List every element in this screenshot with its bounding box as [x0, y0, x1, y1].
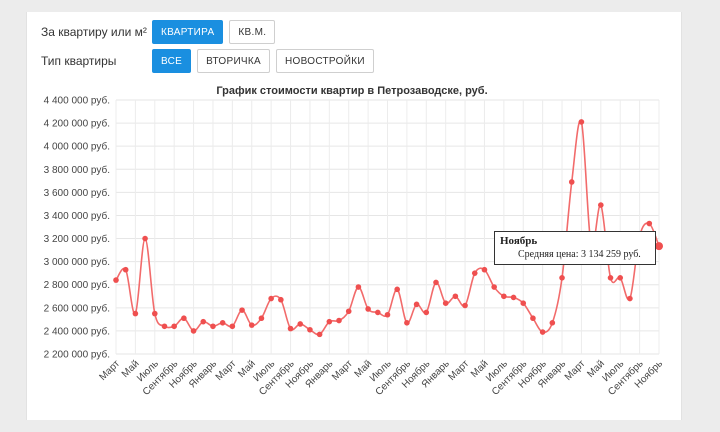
data-point[interactable] — [481, 266, 488, 273]
data-point[interactable] — [442, 300, 449, 307]
data-point[interactable] — [113, 277, 119, 283]
x-tick-label: Март — [97, 358, 122, 383]
data-point[interactable] — [239, 307, 245, 313]
x-tick-label: Март — [563, 358, 588, 383]
data-point[interactable] — [316, 331, 323, 338]
data-point[interactable] — [471, 270, 478, 276]
data-point[interactable] — [142, 235, 148, 242]
data-point[interactable] — [278, 296, 284, 303]
data-point[interactable] — [491, 284, 497, 290]
data-point[interactable] — [598, 202, 604, 208]
data-point[interactable] — [394, 286, 400, 293]
data-point[interactable] — [297, 321, 304, 327]
data-point[interactable] — [258, 315, 265, 322]
y-tick-label: 3 600 000 руб. — [44, 187, 110, 199]
data-point[interactable] — [423, 309, 430, 316]
y-tick-label: 2 600 000 руб. — [44, 302, 110, 314]
data-point[interactable] — [452, 293, 459, 300]
data-point[interactable] — [345, 308, 352, 315]
data-point[interactable] — [501, 293, 507, 300]
data-point[interactable] — [171, 323, 177, 330]
data-point[interactable] — [161, 323, 168, 330]
data-point[interactable] — [510, 294, 517, 301]
y-tick-label: 2 400 000 руб. — [44, 325, 110, 337]
data-point[interactable] — [404, 320, 410, 326]
y-tick-label: 4 000 000 руб. — [44, 141, 110, 153]
tooltip-body: Средняя цена: 3 134 259 руб. — [518, 249, 641, 260]
data-point[interactable] — [307, 326, 313, 333]
y-tick-label: 3 800 000 руб. — [44, 164, 110, 176]
data-point[interactable] — [122, 266, 129, 273]
data-point[interactable] — [365, 306, 371, 312]
y-tick-label: 3 000 000 руб. — [44, 256, 110, 268]
data-point[interactable] — [375, 309, 381, 316]
data-point[interactable] — [413, 301, 420, 308]
y-tick-label: 3 200 000 руб. — [44, 233, 110, 245]
data-point[interactable] — [190, 328, 197, 334]
data-point[interactable] — [568, 179, 575, 185]
y-tick-label: 3 400 000 руб. — [44, 210, 110, 222]
data-point[interactable] — [229, 323, 236, 330]
x-tick-label: Март — [446, 358, 471, 383]
chart-title: График стоимости квартир в Петрозаводске… — [216, 85, 487, 97]
type-filter-row: Тип квартиры ВСЕ ВТОРИЧКА НОВОСТРОЙКИ — [41, 49, 380, 73]
data-point[interactable] — [248, 322, 255, 328]
data-point[interactable] — [607, 275, 614, 281]
type-option-all-button[interactable]: ВСЕ — [152, 49, 192, 73]
tooltip-title: Ноябрь — [500, 235, 538, 247]
area-filter-label: За квартиру или м² — [41, 25, 147, 39]
data-point[interactable] — [200, 318, 207, 325]
data-point[interactable] — [617, 275, 624, 281]
x-tick-label: Март — [214, 358, 239, 383]
type-option-new-buildings-button[interactable]: НОВОСТРОЙКИ — [276, 49, 374, 73]
data-point[interactable] — [530, 315, 536, 322]
data-point[interactable] — [539, 329, 546, 335]
data-point[interactable] — [384, 311, 391, 318]
data-point[interactable] — [646, 220, 653, 227]
data-point[interactable] — [462, 302, 468, 309]
data-point[interactable] — [336, 317, 342, 324]
y-tick-label: 4 400 000 руб. — [44, 95, 110, 107]
data-point[interactable] — [181, 315, 187, 322]
data-point[interactable] — [549, 320, 556, 326]
data-tooltip: Ноябрь Средняя цена: 3 134 259 руб. — [494, 231, 656, 265]
series-line — [115, 119, 660, 336]
data-point[interactable] — [578, 119, 585, 125]
x-tick-label: Март — [330, 358, 355, 383]
data-point[interactable] — [132, 310, 139, 317]
data-point[interactable] — [433, 279, 439, 286]
data-point[interactable] — [151, 310, 158, 317]
data-point[interactable] — [210, 323, 216, 330]
data-point[interactable] — [627, 295, 633, 302]
y-tick-label: 4 200 000 руб. — [44, 118, 110, 130]
type-filter-label: Тип квартиры — [41, 54, 117, 68]
y-tick-label: 2 200 000 руб. — [44, 349, 110, 361]
area-option-sqm-button[interactable]: КВ.М. — [229, 20, 276, 44]
data-point[interactable] — [268, 295, 274, 302]
type-option-secondary-button[interactable]: ВТОРИЧКА — [197, 49, 270, 73]
data-point[interactable] — [326, 318, 333, 325]
highlighted-data-point[interactable] — [655, 242, 663, 251]
area-option-apartment-button[interactable]: КВАРТИРА — [152, 20, 224, 44]
area-filter-row: За квартиру или м² КВАРТИРА КВ.М. — [41, 20, 281, 44]
data-point[interactable] — [287, 325, 294, 332]
data-point[interactable] — [559, 275, 565, 281]
data-point[interactable] — [219, 320, 226, 326]
data-point[interactable] — [520, 300, 527, 307]
y-tick-label: 2 800 000 руб. — [44, 279, 110, 291]
data-point[interactable] — [355, 284, 362, 290]
